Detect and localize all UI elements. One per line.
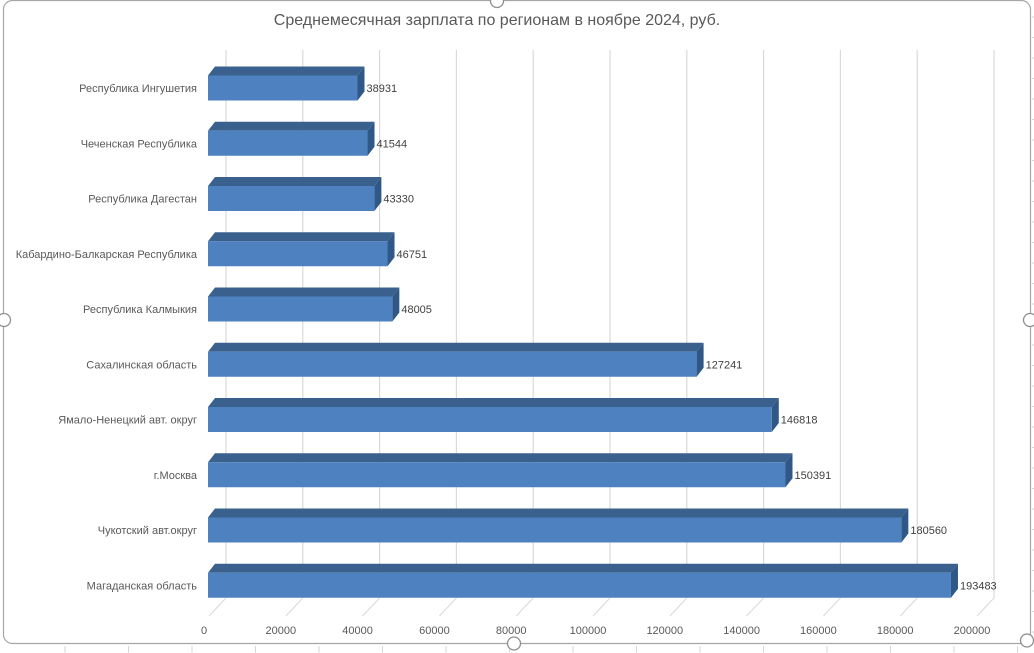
category-label[interactable]: Сахалинская область (86, 359, 197, 371)
selection-handle-bottom-center[interactable] (506, 636, 522, 651)
gridline-floor-connector (592, 597, 611, 617)
gridline-floor-connector (515, 597, 534, 617)
x-tick-label[interactable]: 140000 (723, 625, 760, 637)
data-label[interactable]: 46751 (397, 249, 428, 261)
gridline-floor-connector (362, 597, 380, 617)
selection-handle-top-center[interactable] (489, 0, 505, 9)
bar[interactable] (208, 398, 779, 432)
bar-top-face[interactable] (208, 177, 382, 186)
bar-front-face[interactable] (208, 517, 902, 543)
bar-end-face[interactable] (374, 177, 382, 211)
data-label[interactable]: 127241 (706, 359, 743, 371)
bar-front-face[interactable] (208, 130, 368, 156)
bar-top-face[interactable] (208, 121, 375, 131)
chart-title[interactable]: Среднемесячная зарплата по регионам в но… (274, 12, 720, 29)
bar-end-face[interactable] (771, 398, 779, 432)
selection-handle-right-middle[interactable] (1022, 312, 1034, 328)
gridline-floor-connector (285, 597, 304, 617)
bar-front-face[interactable] (208, 572, 951, 598)
bar-front-face[interactable] (208, 75, 358, 101)
bar-end-face[interactable] (357, 66, 365, 101)
bar-top-face[interactable] (208, 453, 793, 463)
x-tick-label[interactable]: 120000 (646, 625, 683, 637)
category-label[interactable]: Магаданская область (87, 580, 198, 592)
x-tick-label[interactable]: 60000 (419, 625, 450, 637)
x-tick-label[interactable]: 100000 (570, 625, 607, 637)
data-label[interactable]: 150391 (795, 470, 832, 482)
bar-end-face[interactable] (901, 508, 909, 543)
bar[interactable] (208, 66, 365, 101)
x-tick-label[interactable]: 80000 (496, 625, 527, 637)
bar[interactable] (208, 177, 382, 211)
x-tick-label[interactable]: 160000 (800, 625, 837, 637)
category-label[interactable]: Республика Калмыкия (83, 304, 197, 316)
bar-top-face[interactable] (208, 232, 395, 242)
bar[interactable] (208, 287, 400, 322)
data-label[interactable]: 41544 (377, 138, 408, 150)
worksheet-gridline-ticks (64, 16, 1034, 653)
bar-end-face[interactable] (950, 563, 958, 598)
bar[interactable] (208, 563, 958, 598)
bar-end-face[interactable] (392, 287, 400, 322)
bar[interactable] (208, 232, 395, 267)
data-label[interactable]: 43330 (383, 194, 414, 206)
x-tick-label[interactable]: 20000 (266, 625, 297, 637)
x-tick-label[interactable]: 40000 (342, 625, 373, 637)
bar-front-face[interactable] (208, 186, 375, 211)
data-label[interactable]: 146818 (781, 415, 818, 427)
category-label[interactable]: Республика Дагестан (88, 194, 197, 206)
category-label[interactable]: Чеченская Республика (81, 138, 198, 150)
value-axis[interactable]: 0 20000 40000 60000 80000 100000 120000 140000 1… (201, 625, 990, 637)
data-label[interactable]: 38931 (366, 83, 397, 95)
bar-top-face[interactable] (208, 342, 704, 352)
x-tick-label[interactable]: 0 (201, 625, 207, 637)
bar-front-face[interactable] (208, 351, 697, 377)
bar-front-face[interactable] (208, 296, 393, 322)
x-tick-label[interactable]: 180000 (877, 625, 914, 637)
bar-end-face[interactable] (387, 232, 395, 267)
bar-front-face[interactable] (208, 241, 388, 267)
bar-front-face[interactable] (208, 462, 786, 488)
gridline-floor-connector (439, 597, 457, 617)
bar-series[interactable] (208, 66, 958, 598)
bar-top-face[interactable] (208, 563, 958, 573)
gridline-floor-connector (669, 597, 688, 617)
bar-top-face[interactable] (208, 287, 400, 297)
selection-handle-bottom-right-corner[interactable] (1019, 633, 1034, 648)
gridline-floor-connector (746, 597, 764, 617)
selection-handle-left-middle[interactable] (0, 312, 12, 328)
bar-top-face[interactable] (208, 508, 909, 518)
bar[interactable] (208, 121, 375, 156)
bar[interactable] (208, 342, 704, 377)
data-label[interactable]: 48005 (401, 304, 432, 316)
gridline-floor-connector (823, 597, 841, 617)
category-axis[interactable]: Республика Ингушетия Чеченская Республика… (16, 83, 198, 592)
category-label[interactable]: Ямало-Ненецкий авт. округ (58, 415, 197, 427)
bar-end-face[interactable] (785, 453, 793, 488)
bar-end-face[interactable] (696, 342, 704, 377)
category-label[interactable]: г.Москва (154, 470, 198, 482)
category-label[interactable]: Чукотский авт.округ (98, 525, 197, 537)
bar[interactable] (208, 453, 793, 488)
category-label[interactable]: Кабардино-Балкарская Республика (16, 249, 198, 261)
bar-end-face[interactable] (367, 121, 375, 156)
bar[interactable] (208, 508, 909, 543)
data-labels[interactable]: 38931 41544 43330 46751 48005 127241 146818 150… (366, 83, 996, 592)
bar-top-face[interactable] (208, 66, 365, 76)
gridline-floor-connector (976, 597, 995, 617)
gridline-floor-connector (208, 597, 227, 617)
data-label[interactable]: 193483 (960, 580, 997, 592)
bar-top-face[interactable] (208, 398, 779, 407)
bar-front-face[interactable] (208, 407, 772, 432)
x-tick-label[interactable]: 200000 (954, 625, 991, 637)
gridline-floor-connector (899, 597, 918, 617)
data-label[interactable]: 180560 (910, 525, 947, 537)
category-label[interactable]: Республика Ингушетия (79, 83, 197, 95)
